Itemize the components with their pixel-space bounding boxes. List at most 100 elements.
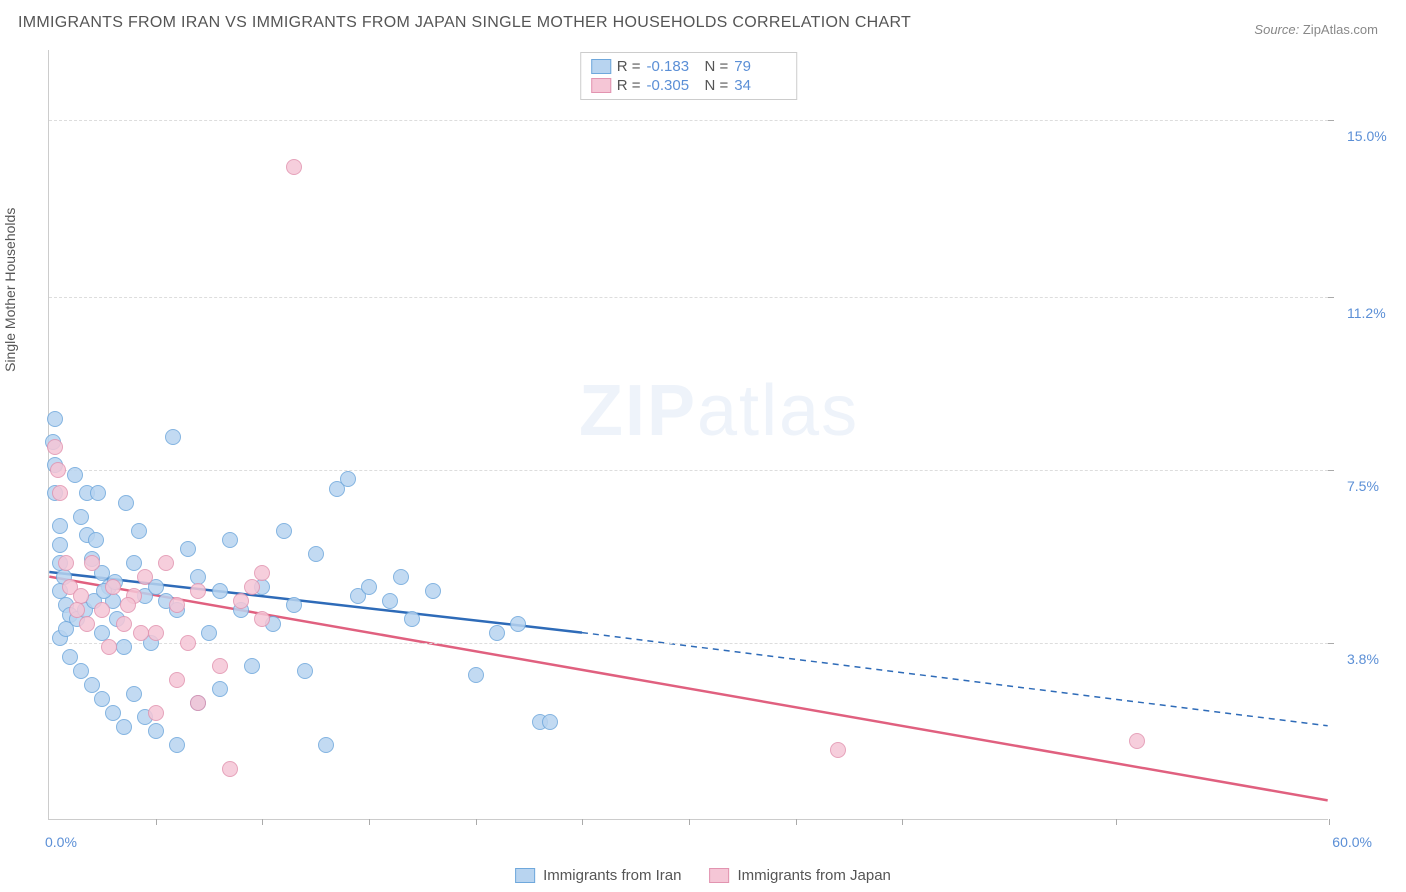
- ytick-label: 3.8%: [1347, 651, 1379, 667]
- data-point: [52, 518, 68, 534]
- data-point: [73, 663, 89, 679]
- ytick-mark: [1328, 643, 1334, 644]
- data-point: [105, 705, 121, 721]
- data-point: [180, 635, 196, 651]
- data-point: [425, 583, 441, 599]
- stats-legend-row: R =-0.305N =34: [591, 76, 787, 95]
- stats-legend-row: R =-0.183N =79: [591, 57, 787, 76]
- legend-swatch: [515, 868, 535, 883]
- data-point: [126, 555, 142, 571]
- legend-label: Immigrants from Iran: [543, 867, 681, 884]
- data-point: [201, 625, 217, 641]
- ytick-label: 7.5%: [1347, 478, 1379, 494]
- ytick-label: 15.0%: [1347, 128, 1387, 144]
- xtick-mark: [582, 819, 583, 825]
- data-point: [222, 761, 238, 777]
- data-point: [286, 159, 302, 175]
- xtick-mark: [1116, 819, 1117, 825]
- data-point: [190, 695, 206, 711]
- data-point: [84, 555, 100, 571]
- data-point: [212, 583, 228, 599]
- r-value: -0.183: [647, 58, 699, 75]
- data-point: [88, 532, 104, 548]
- source-attribution: Source: ZipAtlas.com: [1254, 22, 1378, 37]
- stats-legend: R =-0.183N =79R =-0.305N =34: [580, 52, 798, 100]
- data-point: [244, 579, 260, 595]
- watermark: ZIPatlas: [579, 370, 859, 452]
- legend-item: Immigrants from Japan: [709, 867, 890, 884]
- data-point: [276, 523, 292, 539]
- data-point: [67, 467, 83, 483]
- data-point: [118, 495, 134, 511]
- data-point: [148, 705, 164, 721]
- xtick-mark: [1329, 819, 1330, 825]
- data-point: [254, 565, 270, 581]
- trend-lines: [49, 50, 1328, 819]
- data-point: [212, 658, 228, 674]
- data-point: [148, 625, 164, 641]
- data-point: [318, 737, 334, 753]
- data-point: [169, 737, 185, 753]
- data-point: [137, 569, 153, 585]
- data-point: [52, 485, 68, 501]
- xlim-max: 60.0%: [1332, 834, 1372, 850]
- data-point: [1129, 733, 1145, 749]
- ytick-mark: [1328, 120, 1334, 121]
- data-point: [286, 597, 302, 613]
- xtick-mark: [369, 819, 370, 825]
- data-point: [468, 667, 484, 683]
- data-point: [105, 579, 121, 595]
- source-label: Source:: [1254, 22, 1299, 37]
- gridline: [49, 120, 1328, 121]
- data-point: [489, 625, 505, 641]
- ytick-mark: [1328, 297, 1334, 298]
- data-point: [297, 663, 313, 679]
- data-point: [58, 555, 74, 571]
- legend-item: Immigrants from Iran: [515, 867, 681, 884]
- bottom-legend: Immigrants from Iran Immigrants from Japa…: [515, 867, 891, 884]
- data-point: [165, 429, 181, 445]
- legend-label: Immigrants from Japan: [737, 867, 890, 884]
- data-point: [308, 546, 324, 562]
- r-label: R =: [617, 58, 641, 75]
- data-point: [47, 439, 63, 455]
- xlim-min: 0.0%: [45, 834, 77, 850]
- data-point: [542, 714, 558, 730]
- data-point: [830, 742, 846, 758]
- gridline: [49, 297, 1328, 298]
- data-point: [52, 537, 68, 553]
- legend-swatch: [591, 59, 611, 74]
- r-value: -0.305: [647, 77, 699, 94]
- data-point: [361, 579, 377, 595]
- data-point: [62, 649, 78, 665]
- data-point: [382, 593, 398, 609]
- xtick-mark: [796, 819, 797, 825]
- legend-swatch: [709, 868, 729, 883]
- xtick-mark: [689, 819, 690, 825]
- data-point: [69, 602, 85, 618]
- data-point: [169, 597, 185, 613]
- r-label: R =: [617, 77, 641, 94]
- data-point: [148, 723, 164, 739]
- data-point: [222, 532, 238, 548]
- data-point: [233, 593, 249, 609]
- ytick-mark: [1328, 470, 1334, 471]
- ytick-label: 11.2%: [1347, 305, 1386, 321]
- plot-area: ZIPatlas R =-0.183N =79R =-0.305N =34 3.…: [48, 50, 1328, 820]
- data-point: [120, 597, 136, 613]
- data-point: [131, 523, 147, 539]
- data-point: [47, 411, 63, 427]
- xtick-mark: [476, 819, 477, 825]
- y-axis-label: Single Mother Households: [2, 208, 18, 372]
- xtick-mark: [156, 819, 157, 825]
- gridline: [49, 643, 1328, 644]
- data-point: [116, 639, 132, 655]
- watermark-light: atlas: [697, 371, 859, 451]
- trend-line-dashed: [582, 633, 1328, 726]
- data-point: [244, 658, 260, 674]
- gridline: [49, 470, 1328, 471]
- data-point: [94, 602, 110, 618]
- n-label: N =: [705, 58, 729, 75]
- xtick-mark: [262, 819, 263, 825]
- data-point: [254, 611, 270, 627]
